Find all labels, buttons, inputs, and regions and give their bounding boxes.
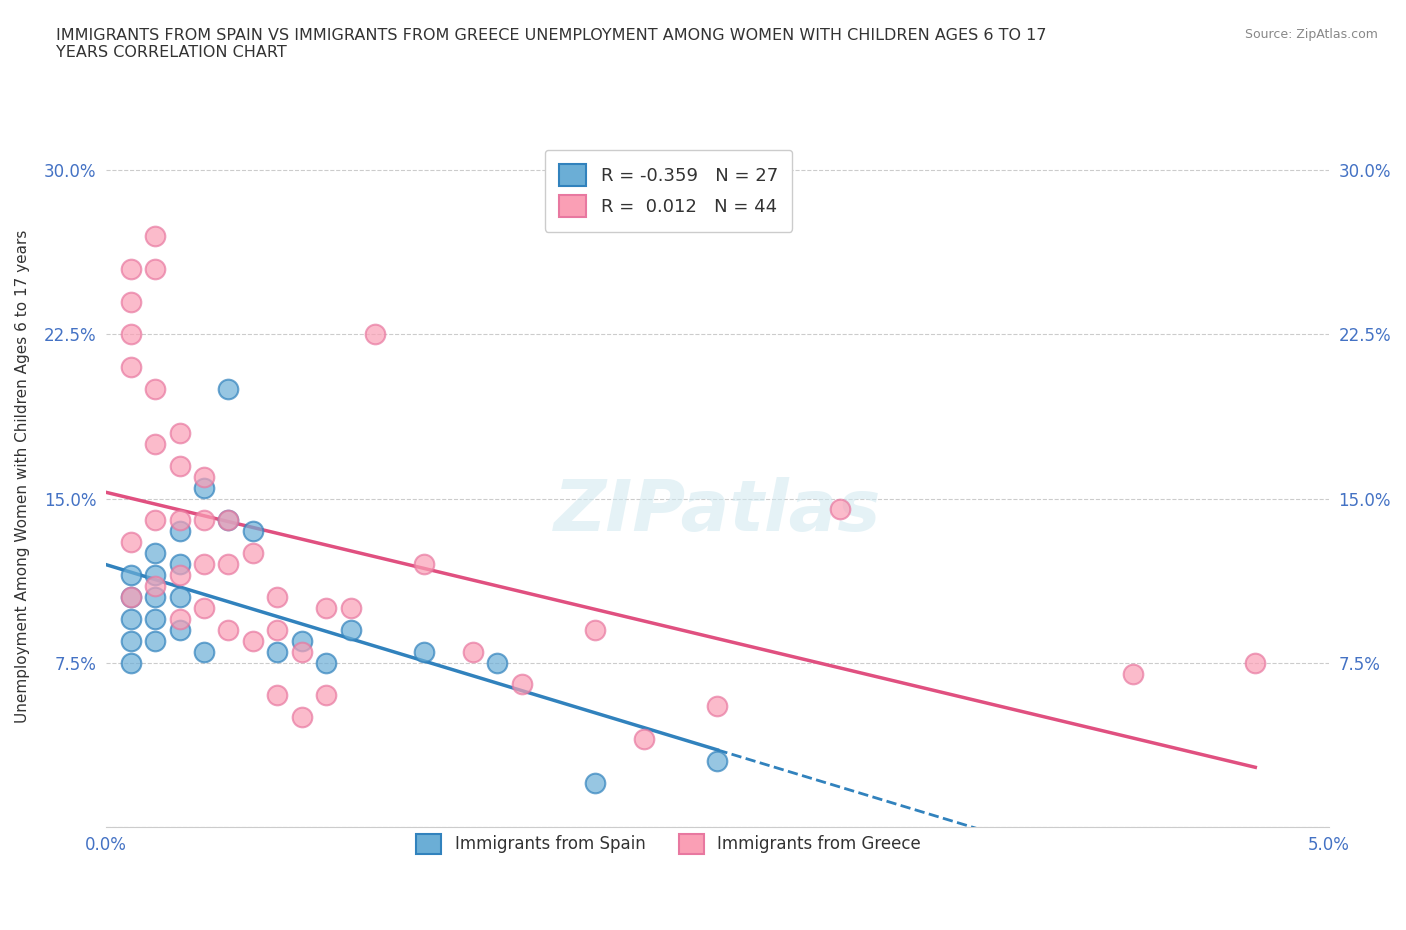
Point — [120, 535, 142, 550]
Point — [266, 688, 288, 703]
Text: Source: ZipAtlas.com: Source: ZipAtlas.com — [1244, 28, 1378, 41]
Point — [1122, 666, 1144, 681]
Point — [120, 633, 142, 648]
Point — [169, 567, 191, 582]
Point — [193, 557, 215, 572]
Point — [218, 513, 240, 528]
Point — [169, 622, 191, 637]
Point — [120, 590, 142, 604]
Point — [1244, 655, 1267, 670]
Point — [169, 590, 191, 604]
Point — [633, 732, 655, 747]
Point — [143, 513, 166, 528]
Point — [143, 546, 166, 561]
Point — [120, 611, 142, 626]
Point — [169, 458, 191, 473]
Point — [510, 677, 533, 692]
Y-axis label: Unemployment Among Women with Children Ages 6 to 17 years: Unemployment Among Women with Children A… — [15, 230, 30, 724]
Point — [120, 360, 142, 375]
Text: IMMIGRANTS FROM SPAIN VS IMMIGRANTS FROM GREECE UNEMPLOYMENT AMONG WOMEN WITH CH: IMMIGRANTS FROM SPAIN VS IMMIGRANTS FROM… — [56, 28, 1046, 60]
Point — [143, 611, 166, 626]
Point — [218, 381, 240, 396]
Point — [583, 622, 606, 637]
Point — [193, 601, 215, 616]
Point — [218, 557, 240, 572]
Point — [143, 381, 166, 396]
Point — [120, 590, 142, 604]
Point — [143, 590, 166, 604]
Point — [242, 633, 264, 648]
Point — [120, 655, 142, 670]
Point — [828, 502, 851, 517]
Point — [291, 644, 314, 659]
Point — [120, 327, 142, 342]
Point — [169, 611, 191, 626]
Point — [706, 699, 728, 714]
Point — [315, 688, 337, 703]
Point — [242, 524, 264, 538]
Point — [143, 229, 166, 244]
Point — [486, 655, 509, 670]
Point — [193, 470, 215, 485]
Point — [339, 622, 361, 637]
Point — [120, 567, 142, 582]
Point — [364, 327, 387, 342]
Point — [266, 590, 288, 604]
Point — [266, 622, 288, 637]
Point — [143, 261, 166, 276]
Point — [706, 753, 728, 768]
Point — [193, 480, 215, 495]
Point — [315, 601, 337, 616]
Text: ZIPatlas: ZIPatlas — [554, 477, 882, 546]
Legend: Immigrants from Spain, Immigrants from Greece: Immigrants from Spain, Immigrants from G… — [404, 820, 934, 868]
Point — [266, 644, 288, 659]
Point — [193, 513, 215, 528]
Point — [143, 567, 166, 582]
Point — [143, 436, 166, 451]
Point — [169, 524, 191, 538]
Point — [218, 513, 240, 528]
Point — [339, 601, 361, 616]
Point — [242, 546, 264, 561]
Point — [218, 622, 240, 637]
Point — [291, 710, 314, 724]
Point — [120, 294, 142, 309]
Point — [291, 633, 314, 648]
Point — [143, 578, 166, 593]
Point — [169, 513, 191, 528]
Point — [120, 261, 142, 276]
Point — [143, 633, 166, 648]
Point — [461, 644, 484, 659]
Point — [169, 425, 191, 440]
Point — [413, 644, 436, 659]
Point — [583, 776, 606, 790]
Point — [315, 655, 337, 670]
Point — [413, 557, 436, 572]
Point — [193, 644, 215, 659]
Point — [169, 557, 191, 572]
